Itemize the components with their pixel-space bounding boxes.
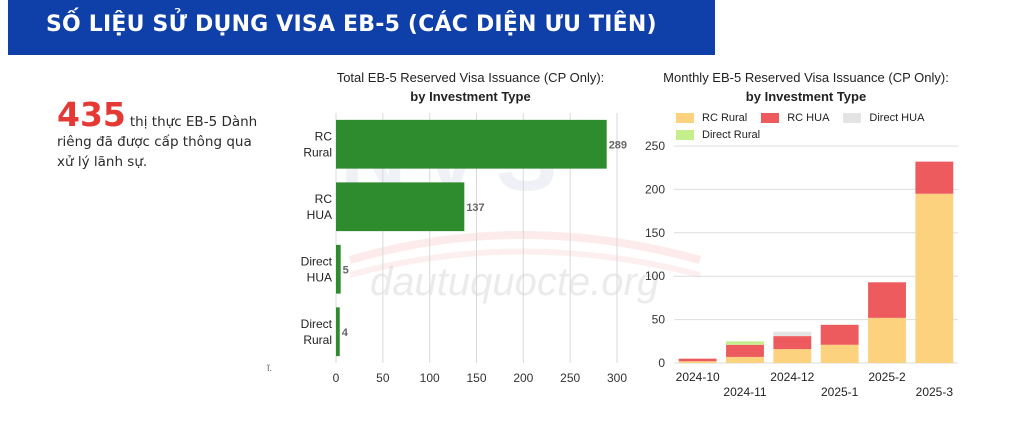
right-chart-title: Monthly EB-5 Reserved Visa Issuance (CP …	[646, 70, 966, 104]
right-bar-segment	[915, 193, 954, 363]
left-x-tick-label: 200	[513, 371, 533, 385]
left-bar	[336, 182, 465, 232]
right-chart-legend: RC Rural RC HUA Direct HUA Direct Rural	[676, 112, 956, 146]
left-category-label: RC	[315, 129, 333, 143]
left-bar	[336, 307, 340, 357]
legend-item: RC Rural	[676, 112, 747, 124]
right-x-tick-label: 2024-11	[723, 385, 766, 399]
left-x-tick-label: 100	[420, 371, 440, 385]
right-x-tick-label: 2024-10	[676, 370, 720, 384]
right-bar-segment	[868, 317, 906, 363]
right-bar-segment	[820, 324, 859, 345]
header-banner: SỐ LIỆU SỬ DỤNG VISA EB-5 (CÁC DIỆN ƯU T…	[8, 0, 715, 55]
right-y-tick-label: 50	[652, 313, 666, 327]
left-category-label: Rural	[303, 333, 332, 347]
left-category-label: Direct	[301, 254, 333, 268]
left-category-label: RC	[315, 192, 333, 206]
left-category-label: Rural	[303, 145, 332, 159]
footnote-mark: ĩ.	[267, 363, 273, 373]
left-bar-value-label: 5	[343, 264, 349, 276]
legend-item: RC HUA	[761, 112, 829, 124]
legend-item: Direct Rural	[676, 129, 760, 141]
right-x-tick-label: 2024-12	[770, 370, 814, 384]
right-bar-segment	[726, 341, 764, 345]
left-bar-value-label: 4	[342, 327, 349, 339]
left-category-label: HUA	[307, 270, 332, 284]
right-bar-segment	[773, 331, 812, 337]
stat-number: 435	[57, 95, 126, 134]
legend-label: Direct Rural	[702, 129, 761, 141]
left-bar-value-label: 137	[466, 202, 484, 214]
right-chart-subtitle: by Investment Type	[745, 89, 867, 104]
left-chart-title: Total EB-5 Reserved Visa Issuance (CP On…	[318, 70, 623, 104]
right-bar-segment	[773, 336, 812, 350]
right-x-tick-label: 2025-1	[821, 385, 859, 399]
left-bar	[336, 244, 341, 294]
legend-label: RC HUA	[787, 112, 830, 124]
left-x-tick-label: 0	[333, 371, 340, 385]
left-chart-title-text: Total EB-5 Reserved Visa Issuance (CP On…	[336, 70, 605, 85]
right-bar-segment	[868, 282, 906, 318]
stat-text: thị thực EB-5 Dành riêng đã được cấp thô…	[57, 114, 258, 170]
right-x-tick-label: 2025-3	[916, 385, 954, 399]
right-y-tick-label: 0	[658, 356, 665, 370]
right-bar-segment	[915, 161, 954, 194]
right-bar-segment	[726, 344, 764, 357]
left-bar-chart: 0 50 100 150 200 250 300 289 RC Rural 137 RC HUA 5 Dir…	[301, 113, 627, 385]
left-bar	[336, 119, 607, 169]
right-x-tick-label: 2025-2	[868, 370, 906, 384]
stat-summary: 435 thị thực EB-5 Dành riêng đã được cấp …	[57, 98, 272, 172]
left-x-tick-label: 50	[376, 371, 390, 385]
legend-label: RC Rural	[702, 112, 748, 124]
right-bar-segment	[678, 358, 717, 362]
banner-title: SỐ LIỆU SỬ DỤNG VISA EB-5 (CÁC DIỆN ƯU T…	[46, 12, 657, 37]
left-bar-value-label: 289	[609, 139, 627, 151]
right-bar-segment	[678, 361, 717, 363]
legend-item: Direct HUA	[843, 112, 924, 124]
left-x-tick-label: 250	[560, 371, 580, 385]
right-bar-segment	[773, 349, 812, 363]
left-x-tick-label: 300	[607, 371, 627, 385]
legend-swatch	[761, 113, 780, 123]
left-category-label: HUA	[307, 208, 332, 222]
right-y-tick-label: 100	[645, 269, 665, 283]
left-category-label: Direct	[301, 317, 333, 331]
left-x-tick-label: 150	[466, 371, 486, 385]
right-bar-segment	[820, 344, 859, 363]
legend-label: Direct HUA	[869, 112, 925, 124]
right-y-tick-label: 150	[645, 226, 665, 240]
legend-swatch	[676, 113, 694, 123]
right-chart-title-text: Monthly EB-5 Reserved Visa Issuance (CP …	[663, 70, 949, 85]
right-bar-segment	[726, 356, 764, 363]
right-y-tick-label: 200	[645, 182, 665, 196]
legend-swatch	[843, 113, 862, 123]
left-chart-subtitle: by Investment Type	[410, 89, 531, 104]
legend-swatch	[676, 130, 694, 140]
right-y-tick-label: 250	[645, 139, 665, 153]
